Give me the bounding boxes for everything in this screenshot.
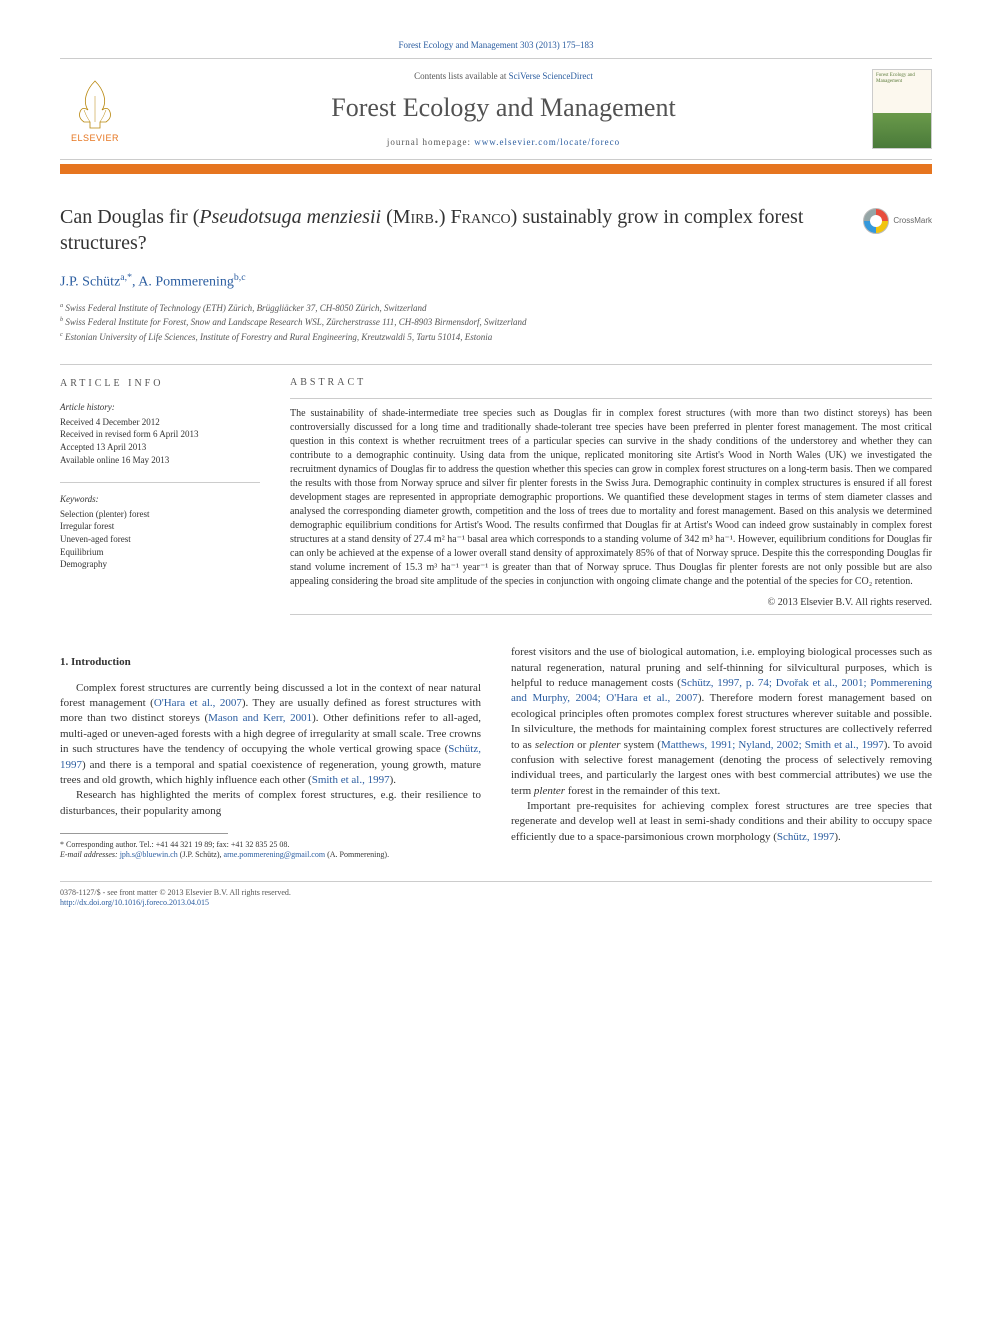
elsevier-name: ELSEVIER xyxy=(71,133,119,143)
affiliation-c: c Estonian University of Life Sciences, … xyxy=(60,330,932,345)
author-1: J.P. Schütz xyxy=(60,275,120,290)
crossmark-badge[interactable]: CrossMark xyxy=(863,208,932,234)
keyword: Demography xyxy=(60,558,260,571)
abstract-text: The sustainability of shade-intermediate… xyxy=(290,407,932,589)
keyword: Equilibrium xyxy=(60,546,260,559)
body-paragraph-2a: Research has highlighted the merits of c… xyxy=(60,788,481,819)
abstract-copyright: © 2013 Elsevier B.V. All rights reserved… xyxy=(290,597,932,608)
abstract-divider-bottom xyxy=(290,614,932,615)
footer-doi[interactable]: http://dx.doi.org/10.1016/j.foreco.2013.… xyxy=(60,898,932,908)
elsevier-logo: ELSEVIER xyxy=(60,69,130,149)
body-paragraph-1: Complex forest structures are currently … xyxy=(60,681,481,789)
page-footer: 0378-1127/$ - see front matter © 2013 El… xyxy=(60,881,932,909)
citation[interactable]: Smith et al., 1997 xyxy=(312,774,390,786)
journal-banner: ELSEVIER Contents lists available at Sci… xyxy=(60,58,932,160)
article-info-sidebar: article info Article history: Received 4… xyxy=(60,377,260,615)
body-paragraph-2b: forest visitors and the use of biologica… xyxy=(511,645,932,799)
corresponding-author-footnote: * Corresponding author. Tel.: +41 44 321… xyxy=(60,840,481,850)
divider xyxy=(60,364,932,365)
title-authority: (Mirb.) Franco xyxy=(381,206,511,228)
homepage-prefix: journal homepage: xyxy=(387,137,474,147)
email-link[interactable]: jph.s@bluewin.ch xyxy=(120,850,178,859)
orange-divider xyxy=(60,164,932,174)
keyword: Irregular forest xyxy=(60,520,260,533)
article-title: Can Douglas fir (Pseudotsuga menziesii (… xyxy=(60,204,932,256)
author-2: , A. Pommerening xyxy=(132,275,234,290)
abstract-divider-top xyxy=(290,398,932,399)
author-1-sup: a,* xyxy=(120,272,132,283)
sciencedirect-link[interactable]: SciVerse ScienceDirect xyxy=(509,71,593,81)
body-paragraph-3: Important pre-requisites for achieving c… xyxy=(511,799,932,845)
journal-cover-thumbnail: Forest Ecology and Management xyxy=(872,69,932,149)
abstract-block: abstract The sustainability of shade-int… xyxy=(290,377,932,615)
affiliation-b: b Swiss Federal Institute for Forest, Sn… xyxy=(60,315,932,330)
journal-homepage: journal homepage: www.elsevier.com/locat… xyxy=(150,137,857,147)
citation[interactable]: O'Hara et al., 2007 xyxy=(154,697,242,709)
footnote-separator xyxy=(60,833,228,834)
keyword: Selection (plenter) forest xyxy=(60,508,260,521)
history-revised: Received in revised form 6 April 2013 xyxy=(60,428,260,441)
title-pre: Can Douglas fir ( xyxy=(60,206,199,228)
journal-title: Forest Ecology and Management xyxy=(150,93,857,123)
body-text: 1. Introduction Complex forest structure… xyxy=(60,645,932,861)
affiliations: a Swiss Federal Institute of Technology … xyxy=(60,301,932,345)
info-divider xyxy=(60,482,260,483)
history-received: Received 4 December 2012 xyxy=(60,416,260,429)
keywords-label: Keywords: xyxy=(60,493,260,506)
keyword: Uneven-aged forest xyxy=(60,533,260,546)
email-link[interactable]: arne.pommerening@gmail.com xyxy=(224,850,326,859)
crossmark-icon xyxy=(863,208,889,234)
affiliation-a: a Swiss Federal Institute of Technology … xyxy=(60,301,932,316)
crossmark-label: CrossMark xyxy=(893,216,932,226)
authors-line: J.P. Schütza,*, A. Pommereningb,c xyxy=(60,272,932,291)
history-online: Available online 16 May 2013 xyxy=(60,454,260,467)
cover-title: Forest Ecology and Management xyxy=(873,70,931,87)
citation[interactable]: Matthews, 1991; Nyland, 2002; Smith et a… xyxy=(661,739,884,751)
citation[interactable]: Schütz, 1997 xyxy=(777,831,834,843)
title-species: Pseudotsuga menziesii xyxy=(199,206,381,228)
history-accepted: Accepted 13 April 2013 xyxy=(60,441,260,454)
citation[interactable]: Mason and Kerr, 2001 xyxy=(208,712,312,724)
journal-citation: Forest Ecology and Management 303 (2013)… xyxy=(60,40,932,50)
author-2-sup: b,c xyxy=(234,272,246,283)
section-1-heading: 1. Introduction xyxy=(60,655,481,670)
abstract-heading: abstract xyxy=(290,377,932,388)
contents-prefix: Contents lists available at xyxy=(414,71,508,81)
footer-copyright: 0378-1127/$ - see front matter © 2013 El… xyxy=(60,888,932,898)
email-footnote: E-mail addresses: jph.s@bluewin.ch (J.P.… xyxy=(60,850,481,860)
elsevier-tree-icon xyxy=(70,76,120,131)
homepage-link[interactable]: www.elsevier.com/locate/foreco xyxy=(474,137,620,147)
article-info-heading: article info xyxy=(60,377,260,391)
history-label: Article history: xyxy=(60,401,260,414)
contents-available: Contents lists available at SciVerse Sci… xyxy=(150,71,857,81)
